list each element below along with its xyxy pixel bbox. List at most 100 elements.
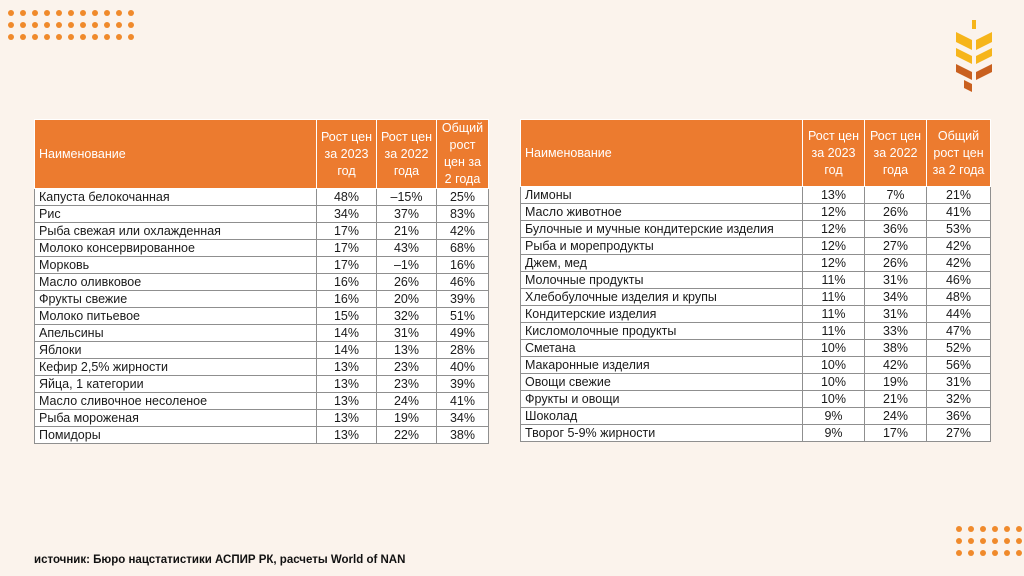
cell-growth-2022: 24% (864, 407, 927, 425)
decorative-dot (44, 10, 50, 16)
cell-growth-2022: 22% (376, 426, 437, 444)
cell-growth-2022: 31% (864, 305, 927, 323)
cell-name: Джем, мед (520, 254, 803, 272)
table-row: Булочные и мучные кондитерские изделия 12… (520, 220, 991, 238)
table-row: Творог 5-9% жирности 9% 17% 27% (520, 424, 991, 442)
cell-growth-2023: 10% (802, 339, 865, 357)
price-growth-table-right: Наименование Рост цен за 2023 год Рост ц… (520, 119, 991, 442)
table-row: Масло сливочное несоленое 13% 24% 41% (34, 392, 489, 410)
cell-name: Апельсины (34, 324, 317, 342)
table-row: Молочные продукты 11% 31% 46% (520, 271, 991, 289)
decorative-dot (8, 34, 14, 40)
table-row: Капуста белокочанная 48% –15% 25% (34, 188, 489, 206)
cell-total-growth: 49% (436, 324, 489, 342)
decorative-dot (32, 10, 38, 16)
cell-growth-2023: 13% (316, 392, 377, 410)
decorative-dot (968, 550, 974, 556)
cell-growth-2022: 19% (376, 409, 437, 427)
cell-total-growth: 83% (436, 205, 489, 223)
cell-name: Сметана (520, 339, 803, 357)
cell-growth-2023: 13% (316, 358, 377, 376)
cell-growth-2023: 11% (802, 288, 865, 306)
table-row: Джем, мед 12% 26% 42% (520, 254, 991, 272)
cell-growth-2022: 23% (376, 358, 437, 376)
cell-name: Булочные и мучные кондитерские изделия (520, 220, 803, 238)
cell-growth-2023: 48% (316, 188, 377, 206)
cell-growth-2022: 36% (864, 220, 927, 238)
decorative-dot (128, 22, 134, 28)
wheat-ear-logo-icon (956, 20, 992, 92)
decorative-dot (92, 10, 98, 16)
decorative-dot (992, 538, 998, 544)
cell-total-growth: 39% (436, 375, 489, 393)
cell-growth-2023: 10% (802, 390, 865, 408)
header-total-growth: Общий рост цен за 2 года (436, 119, 489, 189)
cell-growth-2022: 23% (376, 375, 437, 393)
header-growth-2022: Рост цен за 2022 года (376, 119, 437, 189)
cell-total-growth: 36% (926, 407, 991, 425)
table-row: Фрукты и овощи 10% 21% 32% (520, 390, 991, 408)
cell-name: Творог 5-9% жирности (520, 424, 803, 442)
decorative-dot (56, 34, 62, 40)
cell-growth-2023: 9% (802, 407, 865, 425)
decorative-dot (68, 34, 74, 40)
cell-growth-2023: 13% (316, 409, 377, 427)
price-growth-table-left: Наименование Рост цен за 2023 год Рост ц… (34, 119, 489, 444)
decorative-dot (68, 10, 74, 16)
cell-growth-2022: 24% (376, 392, 437, 410)
cell-total-growth: 34% (436, 409, 489, 427)
decorative-dot (20, 10, 26, 16)
header-growth-2023: Рост цен за 2023 год (316, 119, 377, 189)
decorative-dot (104, 22, 110, 28)
decorative-dot (1004, 526, 1010, 532)
header-name: Наименование (520, 119, 803, 187)
table-row: Шоколад 9% 24% 36% (520, 407, 991, 425)
cell-growth-2023: 13% (316, 426, 377, 444)
decorative-dot (92, 22, 98, 28)
table-row: Рыба мороженая 13% 19% 34% (34, 409, 489, 427)
decorative-dot (44, 34, 50, 40)
decorative-dot (116, 22, 122, 28)
cell-total-growth: 47% (926, 322, 991, 340)
cell-total-growth: 31% (926, 373, 991, 391)
cell-growth-2022: 33% (864, 322, 927, 340)
cell-total-growth: 68% (436, 239, 489, 257)
cell-growth-2022: 26% (864, 254, 927, 272)
cell-total-growth: 48% (926, 288, 991, 306)
decorative-dot (968, 526, 974, 532)
cell-growth-2023: 11% (802, 271, 865, 289)
cell-total-growth: 46% (436, 273, 489, 291)
cell-name: Макаронные изделия (520, 356, 803, 374)
decorative-dot (128, 10, 134, 16)
cell-name: Фрукты и овощи (520, 390, 803, 408)
cell-total-growth: 53% (926, 220, 991, 238)
cell-growth-2023: 12% (802, 203, 865, 221)
cell-growth-2022: 21% (864, 390, 927, 408)
cell-growth-2023: 14% (316, 324, 377, 342)
cell-total-growth: 42% (436, 222, 489, 240)
decorative-dot (1016, 526, 1022, 532)
decorative-dot (956, 550, 962, 556)
cell-growth-2023: 12% (802, 220, 865, 238)
cell-growth-2022: 38% (864, 339, 927, 357)
decorative-dot (992, 550, 998, 556)
cell-growth-2023: 12% (802, 254, 865, 272)
decorative-dot (980, 550, 986, 556)
decorative-dot (1016, 538, 1022, 544)
table-row: Масло животное 12% 26% 41% (520, 203, 991, 221)
cell-name: Рыба свежая или охлажденная (34, 222, 317, 240)
cell-growth-2023: 11% (802, 322, 865, 340)
cell-growth-2023: 10% (802, 373, 865, 391)
cell-name: Лимоны (520, 186, 803, 204)
decorative-dot (32, 22, 38, 28)
cell-name: Кондитерские изделия (520, 305, 803, 323)
cell-growth-2023: 17% (316, 256, 377, 274)
decorative-dot (992, 526, 998, 532)
cell-total-growth: 42% (926, 254, 991, 272)
decorative-dot (8, 10, 14, 16)
decorative-dot (1004, 550, 1010, 556)
cell-growth-2022: 34% (864, 288, 927, 306)
cell-name: Масло сливочное несоленое (34, 392, 317, 410)
table-row: Рыба и морепродукты 12% 27% 42% (520, 237, 991, 255)
table-row: Молоко консервированное 17% 43% 68% (34, 239, 489, 257)
